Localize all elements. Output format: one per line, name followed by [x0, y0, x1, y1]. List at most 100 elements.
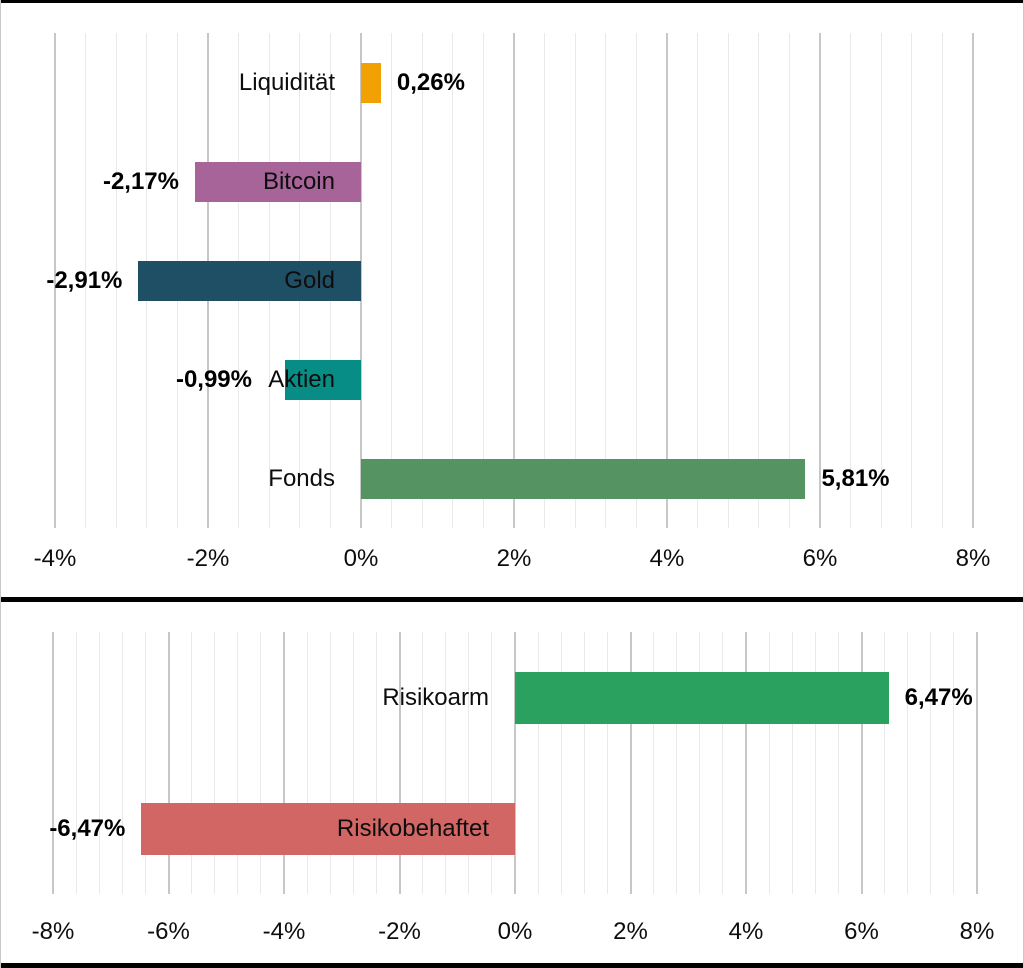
value-label-aktien: -0,99%: [175, 366, 252, 393]
gridline-minor: [583, 632, 585, 894]
gridline-minor: [445, 632, 447, 894]
gridline-minor: [911, 33, 913, 528]
gridline-minor: [814, 632, 816, 894]
x-axis-tick-4-: 4%: [728, 918, 764, 945]
gridline-major: [54, 33, 56, 528]
gridline-minor: [352, 632, 354, 894]
gridline-minor: [758, 33, 760, 528]
gridline-major: [398, 632, 401, 894]
category-label-risikoarm: Risikoarm: [382, 684, 489, 711]
gridline-minor: [699, 632, 701, 894]
gridline-minor: [544, 33, 546, 528]
x-axis-tick-2-: 2%: [613, 918, 648, 945]
x-axis-tick--2-: -2%: [378, 918, 421, 945]
bar-aktien: [285, 360, 361, 400]
value-label-gold: -2,91%: [46, 267, 123, 294]
gridline-minor: [422, 632, 424, 894]
category-label-gold: Gold: [284, 267, 335, 294]
gridline-minor: [930, 632, 932, 894]
gridline-minor: [635, 33, 637, 528]
gridline-major: [513, 33, 515, 528]
gridline-major: [514, 632, 516, 894]
category-label-bitcoin: Bitcoin: [262, 168, 335, 195]
value-label-bitcoin: -2,17%: [102, 168, 179, 195]
gridline-minor: [75, 632, 77, 894]
x-axis-tick-0-: 0%: [497, 918, 533, 945]
x-axis-tick--4-: -4%: [33, 545, 77, 572]
gridline-minor: [722, 632, 724, 894]
gridline-major: [360, 33, 362, 528]
gridline-minor: [537, 632, 539, 894]
bar-gold: [138, 261, 361, 301]
gridline-minor: [880, 33, 882, 528]
gridline-minor: [260, 632, 262, 894]
gridline-minor: [653, 632, 655, 894]
x-axis-tick--2-: -2%: [186, 545, 230, 572]
gridline-minor: [421, 33, 423, 528]
gridline-minor: [191, 632, 193, 894]
category-label-fonds: Fonds: [268, 465, 335, 492]
category-label-aktien: Aktien: [268, 366, 335, 393]
gridline-minor: [98, 632, 100, 894]
gridline-major: [629, 632, 632, 894]
gridline-major: [972, 33, 974, 528]
category-label-liquiditaet: Liquidität: [238, 69, 335, 96]
gridline-major: [52, 632, 54, 894]
gridline-minor: [85, 33, 87, 528]
x-axis-tick-2-: 2%: [496, 545, 532, 572]
gridline-minor: [606, 632, 608, 894]
gridline-minor: [115, 33, 117, 528]
gridline-minor: [953, 632, 955, 894]
gridline-minor: [791, 632, 793, 894]
gridline-minor: [837, 632, 839, 894]
gridline-minor: [907, 632, 909, 894]
gridline-major: [666, 33, 668, 528]
x-axis-tick-6-: 6%: [802, 545, 838, 572]
gridline-minor: [237, 632, 239, 894]
x-axis-tick--6-: -6%: [147, 918, 190, 945]
x-axis-tick-8-: 8%: [955, 545, 991, 572]
panel-divider-bar: [1, 597, 1023, 602]
bar-risikobehaftet: [141, 803, 515, 855]
gridline-minor: [850, 33, 852, 528]
gridline-minor: [884, 632, 886, 894]
value-label-risikobehaftet: -6,47%: [49, 815, 126, 842]
value-label-liquiditaet: 0,26%: [396, 69, 465, 96]
category-label-risikobehaftet: Risikobehaftet: [336, 815, 489, 842]
x-axis-tick-4-: 4%: [649, 545, 685, 572]
gridline-minor: [491, 632, 493, 894]
x-axis-tick-6-: 6%: [844, 918, 879, 945]
gridline-minor: [482, 33, 484, 528]
bottom-border-bar: [1, 963, 1023, 968]
gridline-minor: [768, 632, 770, 894]
top-border-bar: [1, 0, 1023, 3]
gridline-major: [819, 33, 821, 528]
asset-class-performance-chart: Liquidität 0,26% Bitcoin -2,17% Gold -2,91% Ak…: [1, 3, 1023, 597]
value-label-risikoarm: 6,47%: [904, 684, 973, 711]
gridline-major: [167, 632, 170, 894]
gridline-major: [860, 632, 863, 894]
gridline-minor: [788, 33, 790, 528]
gridline-minor: [121, 632, 123, 894]
bar-fonds: [361, 459, 806, 499]
x-axis-tick--4-: -4%: [262, 918, 306, 945]
gridline-minor: [560, 632, 562, 894]
x-axis-tick-0-: 0%: [343, 545, 379, 572]
bar-bitcoin: [194, 162, 361, 202]
gridline-minor: [941, 33, 943, 528]
gridline-minor: [214, 632, 216, 894]
gridline-minor: [697, 33, 699, 528]
gridline-minor: [676, 632, 678, 894]
gridline-major: [745, 632, 747, 894]
x-axis-tick-8-: 8%: [959, 918, 995, 945]
gridline-minor: [574, 33, 576, 528]
gridline-minor: [391, 33, 393, 528]
gridline-minor: [375, 632, 377, 894]
value-label-fonds: 5,81%: [821, 465, 890, 492]
gridline-minor: [452, 33, 454, 528]
risk-class-performance-chart: Risikoarm 6,47% Risikobehaftet -6,47% -8% -6%…: [1, 602, 1023, 963]
gridline-minor: [468, 632, 470, 894]
gridline-major: [283, 632, 285, 894]
gridline-minor: [329, 632, 331, 894]
